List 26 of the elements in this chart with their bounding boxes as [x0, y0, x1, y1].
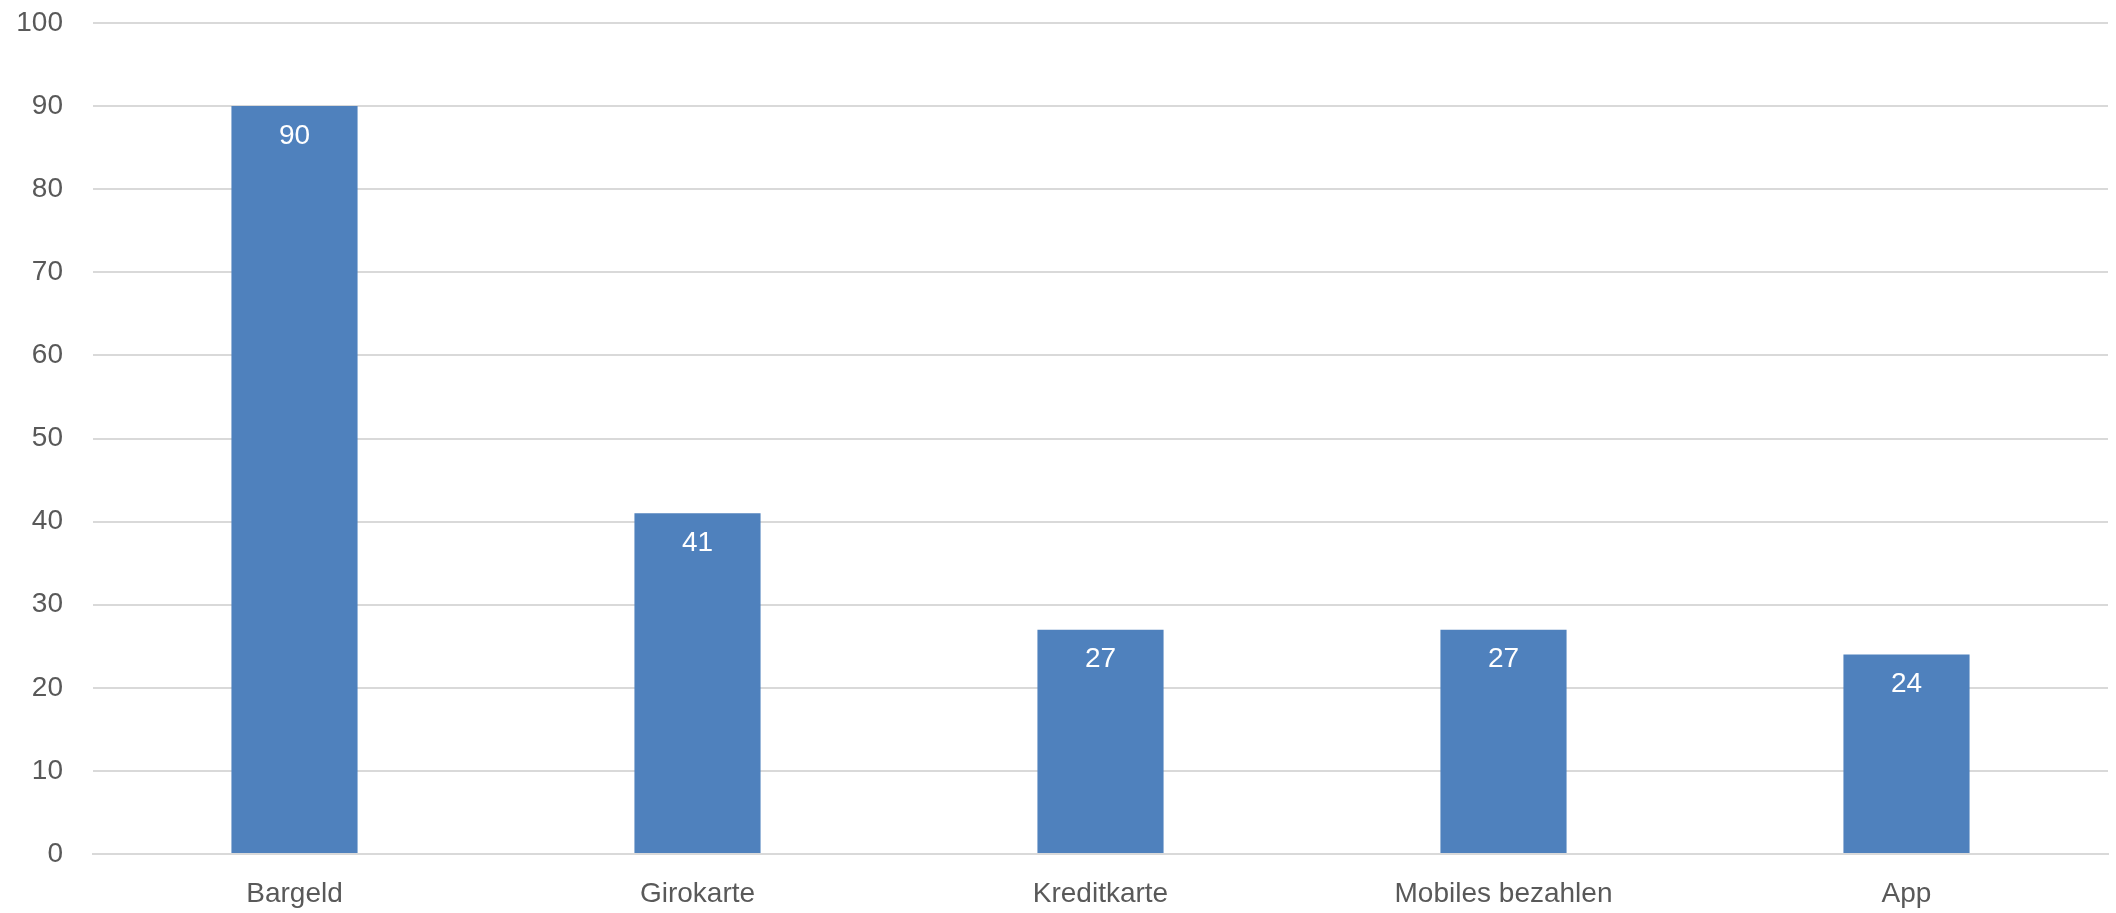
y-tick-label: 80 — [31, 171, 63, 203]
y-tick-label: 50 — [31, 421, 63, 453]
bar — [634, 513, 761, 853]
y-tick-label: 90 — [31, 88, 63, 120]
bar — [1037, 629, 1164, 853]
y-tick-label: 30 — [31, 587, 63, 619]
y-tick-label: 10 — [31, 753, 63, 785]
x-tick-label: Girokarte — [639, 876, 756, 908]
y-tick-label: 20 — [31, 670, 63, 702]
bar — [1843, 654, 1970, 853]
y-tick-label: 60 — [31, 338, 63, 370]
data-label: 24 — [1890, 667, 1923, 699]
x-tick-label: Bargeld — [246, 876, 343, 908]
bar — [1440, 629, 1567, 853]
x-tick-label: App — [1881, 876, 1932, 908]
bar — [231, 106, 358, 853]
y-tick-label: 0 — [47, 836, 63, 868]
data-label: 90 — [278, 118, 311, 150]
x-tick-label: Kreditkarte — [1032, 876, 1169, 908]
x-tick-label: Mobiles bezahlen — [1394, 876, 1613, 908]
data-label: 27 — [1487, 642, 1520, 674]
data-label: 27 — [1084, 642, 1117, 674]
y-tick-label: 40 — [31, 504, 63, 536]
y-tick-label: 70 — [31, 255, 63, 287]
y-tick-label: 100 — [16, 5, 63, 37]
data-label: 41 — [681, 526, 714, 558]
